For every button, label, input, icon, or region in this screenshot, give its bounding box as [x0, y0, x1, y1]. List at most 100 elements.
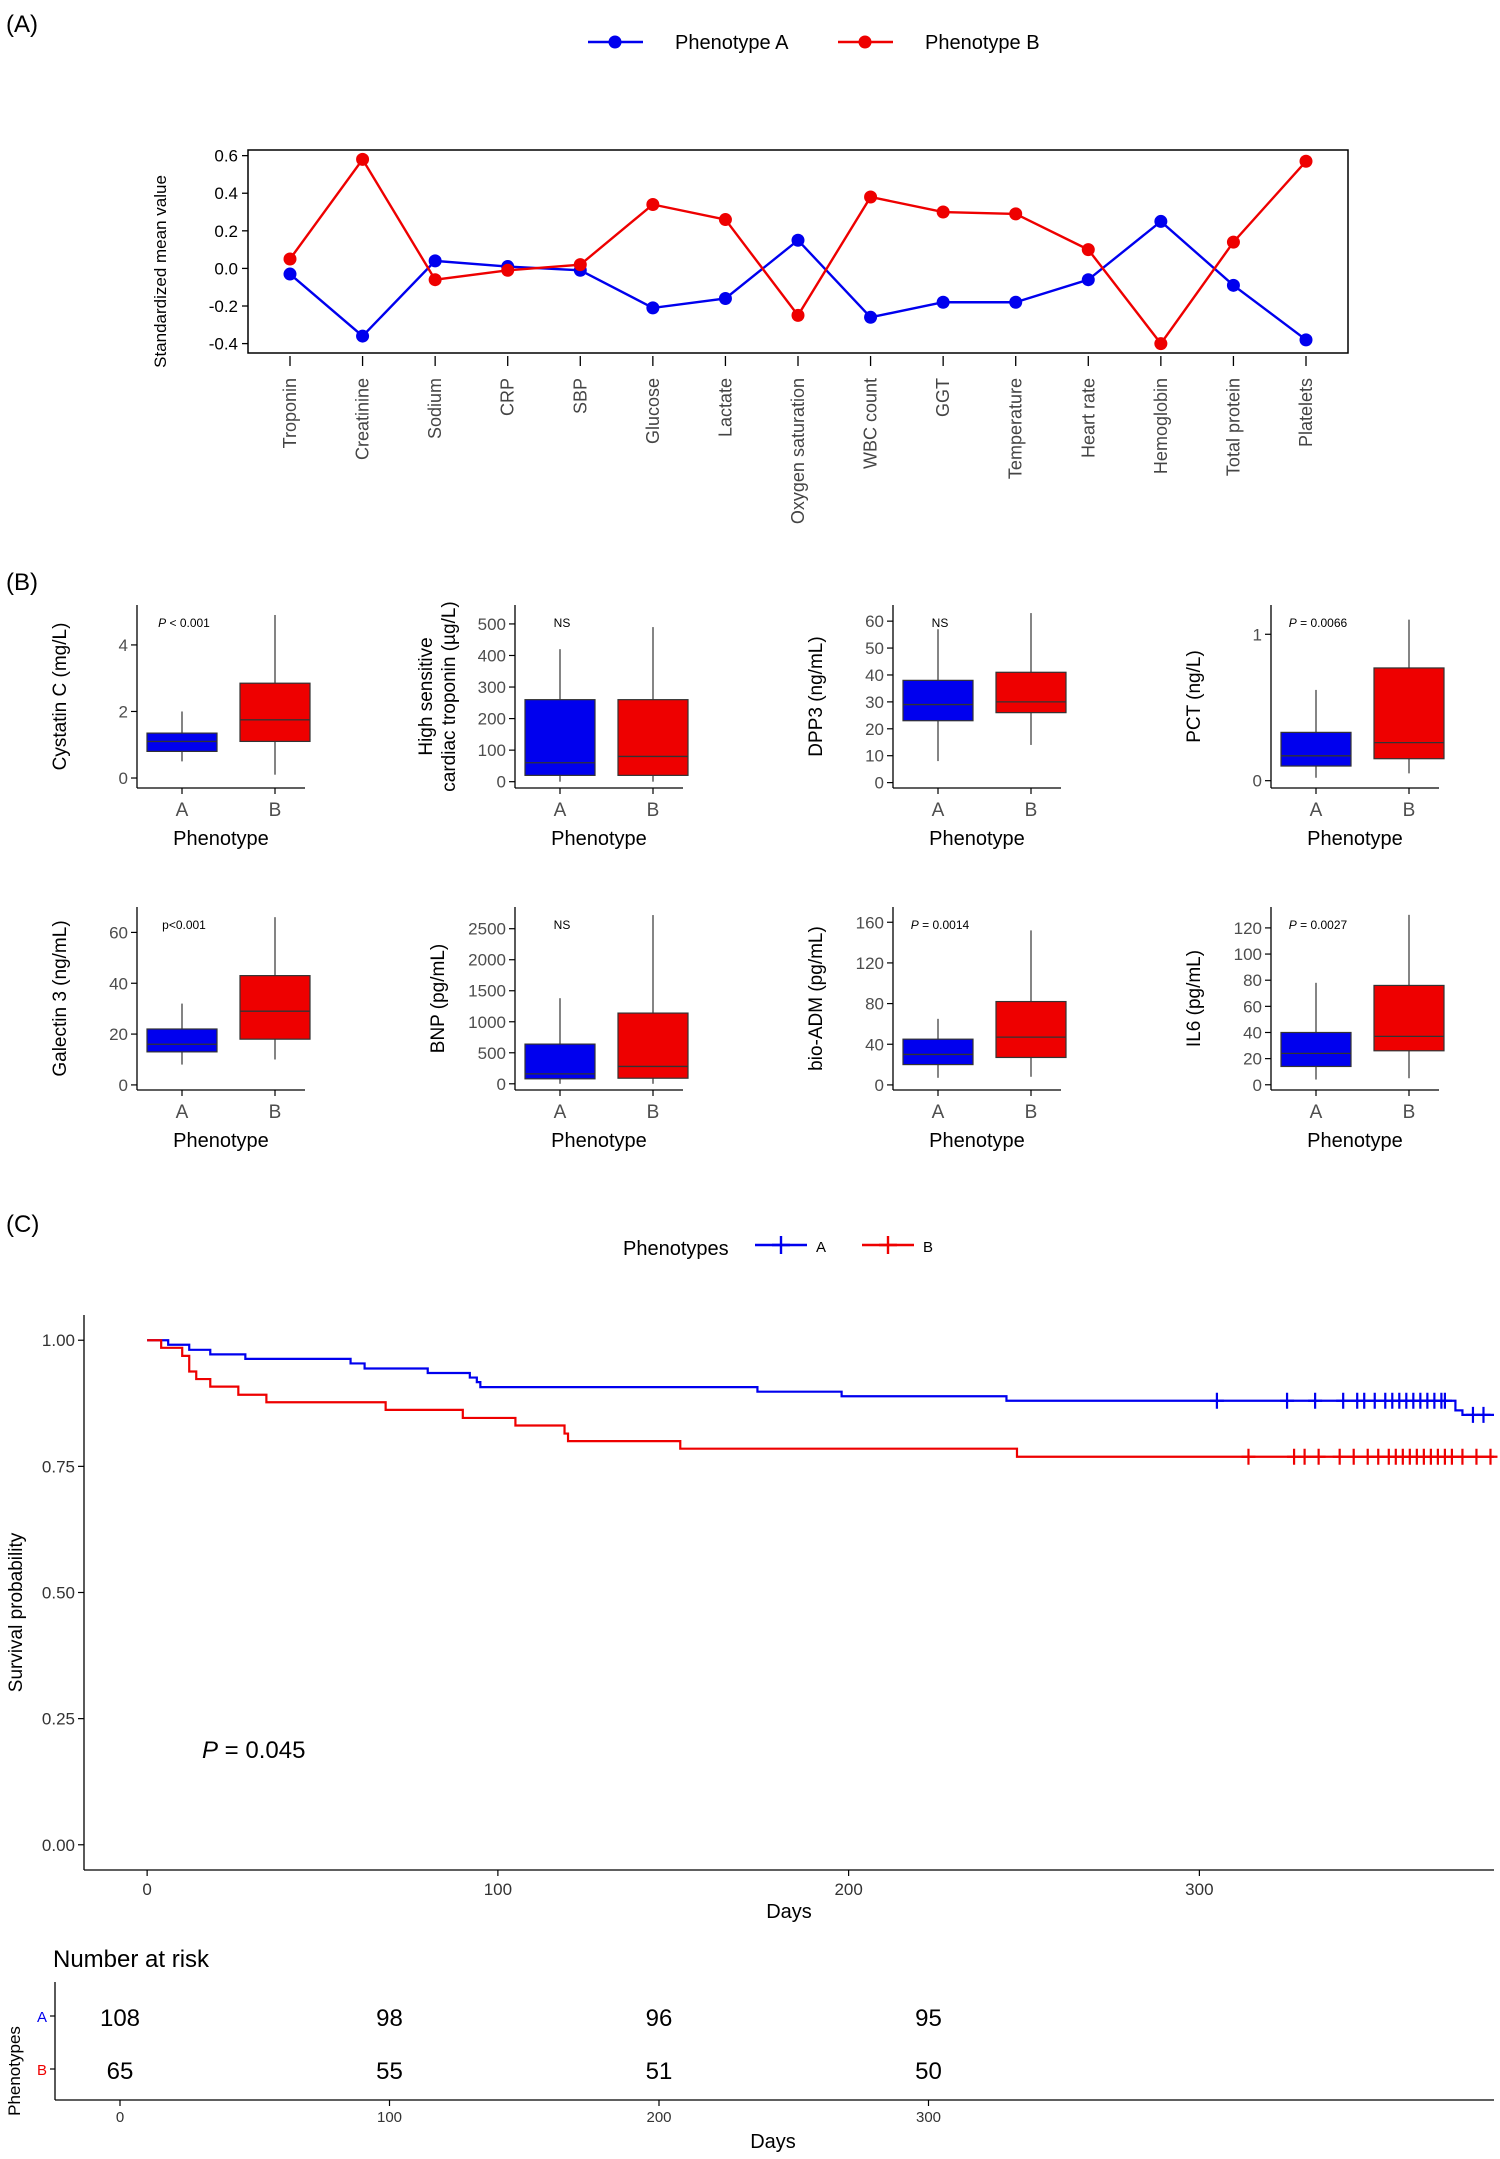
y-tick-label: 1500	[468, 982, 506, 1001]
y-tick-label: 0	[875, 774, 884, 793]
data-point	[1009, 295, 1023, 309]
data-point	[1226, 278, 1240, 292]
y-tick-label: 0.75	[42, 1457, 75, 1476]
x-axis-label: Phenotype	[173, 828, 269, 850]
box-b	[1373, 667, 1445, 760]
censor-mark	[1280, 1392, 1295, 1409]
y-tick-label: 4	[119, 636, 128, 655]
legend-marker	[608, 35, 622, 49]
censor-mark	[1332, 1448, 1347, 1465]
data-point	[864, 190, 878, 204]
panel-b-label: (B)	[6, 569, 38, 596]
y-tick-label: 0	[497, 773, 506, 792]
box-a	[524, 699, 596, 776]
censor-mark	[1308, 1392, 1323, 1409]
data-point	[501, 263, 515, 277]
y-tick-label: 80	[865, 995, 884, 1014]
y-tick-label: 20	[109, 1025, 128, 1044]
censor-mark	[1483, 1448, 1498, 1465]
x-axis-label: Phenotype	[929, 1130, 1025, 1152]
y-tick-label: 0.50	[42, 1584, 75, 1603]
survival-curve-b	[147, 1339, 1494, 1458]
legend-label: Phenotype B	[925, 32, 1040, 54]
x-tick-label: 300	[916, 2109, 941, 2126]
x-tick-label: Platelets	[1296, 378, 1316, 447]
y-tick-label: 10	[865, 747, 884, 766]
y-axis-label: BNP (pg/mL)	[428, 944, 449, 1053]
x-tick-label: 0	[142, 1880, 151, 1899]
y-tick-label: 1	[1253, 625, 1262, 644]
significance-label: P < 0.001	[158, 616, 210, 630]
risk-count: 55	[376, 2058, 403, 2085]
x-axis-label: Phenotype	[173, 1130, 269, 1152]
y-tick-label: 0.4	[214, 184, 238, 203]
data-point	[1009, 207, 1023, 221]
data-point	[428, 273, 442, 287]
y-tick-label: 1000	[468, 1013, 506, 1032]
significance-label: P = 0.0066	[1289, 616, 1348, 630]
risk-count: 96	[646, 2005, 673, 2032]
data-point	[646, 301, 660, 315]
y-tick-label: 40	[865, 1035, 884, 1054]
censor-mark	[1311, 1448, 1326, 1465]
x-tick-label: SBP	[570, 378, 590, 414]
risk-count: 108	[100, 2005, 140, 2032]
y-axis-label: Cystatin C (mg/L)	[50, 623, 71, 771]
y-tick-label: 0	[875, 1076, 884, 1095]
y-tick-label: 200	[478, 710, 506, 729]
x-tick-label: Creatinine	[353, 378, 373, 460]
y-tick-label: -0.2	[209, 297, 238, 316]
y-tick-label: 2	[119, 702, 128, 721]
y-axis-label: DPP3 (ng/mL)	[806, 636, 827, 756]
y-axis-label: bio-ADM (pg/mL)	[806, 926, 827, 1071]
significance-label: P = 0.0014	[911, 918, 970, 932]
data-point	[936, 295, 950, 309]
y-tick-label: 0	[1253, 772, 1262, 791]
box-b	[1373, 984, 1445, 1052]
data-point	[283, 252, 297, 266]
x-tick-label: B	[647, 1102, 660, 1123]
legend-title: Phenotypes	[623, 1238, 729, 1260]
y-tick-label: 20	[865, 720, 884, 739]
censor-mark	[1455, 1448, 1470, 1465]
y-tick-label: 500	[478, 615, 506, 634]
risk-count: 95	[915, 2005, 942, 2032]
censor-mark	[1469, 1448, 1484, 1465]
y-tick-label: 120	[856, 954, 884, 973]
data-point	[1081, 273, 1095, 287]
x-tick-label: A	[176, 1102, 189, 1123]
risk-count: 98	[376, 2005, 403, 2032]
x-tick-label: B	[1403, 1102, 1416, 1123]
panel-c-survival-curve: 0.00 0.25 0.50 0.75 1.00 0 100 200 300 Days Surviv…	[6, 1236, 1498, 1923]
significance-label: p<0.001	[162, 918, 206, 932]
x-tick-label: 200	[646, 2109, 671, 2126]
x-axis-label: Phenotype	[1307, 828, 1403, 850]
y-tick-label: 40	[109, 974, 128, 993]
censor-mark	[1476, 1406, 1491, 1423]
data-point	[356, 329, 370, 343]
risk-table-title: Number at risk	[53, 1946, 210, 1973]
x-tick-label: B	[1025, 1102, 1038, 1123]
x-tick-label: Temperature	[1006, 378, 1026, 479]
y-tick-label: 400	[478, 646, 506, 665]
risk-row-label: A	[37, 2009, 47, 2026]
box-b	[239, 975, 311, 1040]
data-point	[356, 152, 370, 166]
risk-count: 51	[646, 2058, 673, 2085]
y-tick-label: 60	[1243, 997, 1262, 1016]
x-axis-label: Days	[750, 2131, 796, 2153]
legend-label: Phenotype A	[675, 32, 789, 54]
data-point	[283, 267, 297, 281]
x-tick-label: A	[554, 800, 567, 821]
box-b	[239, 682, 311, 743]
y-axis-label: Galectin 3 (ng/mL)	[50, 920, 71, 1076]
y-axis-label: Phenotypes	[5, 2026, 24, 2116]
y-axis-label: Standardized mean value	[151, 175, 170, 368]
data-point	[864, 310, 878, 324]
y-tick-label: 0.0	[214, 259, 238, 278]
data-point	[573, 258, 587, 272]
